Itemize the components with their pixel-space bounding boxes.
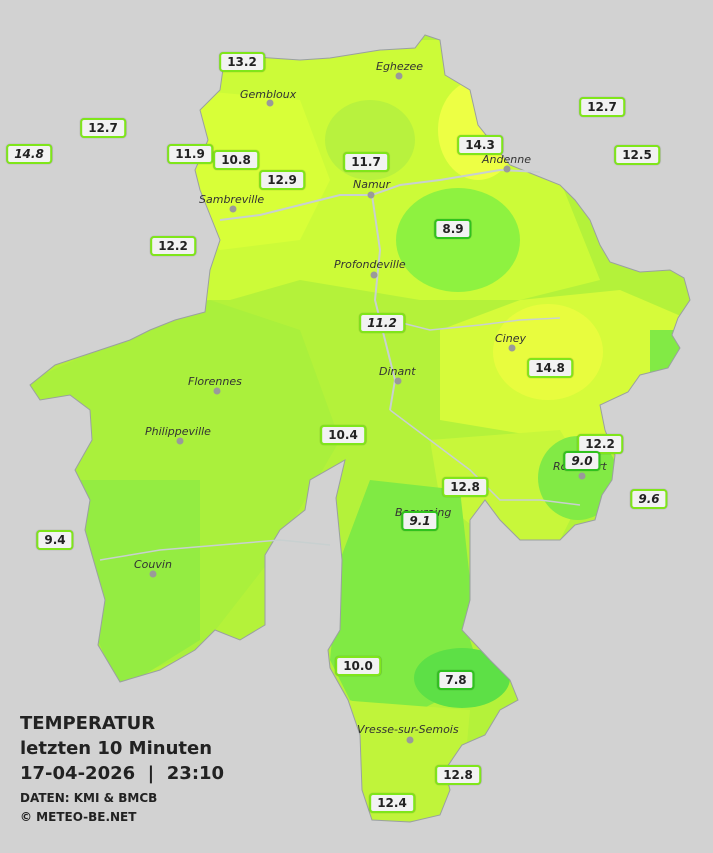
station-label: 10.8 xyxy=(213,150,259,170)
station-label: 14.8 xyxy=(527,358,573,378)
city-dot xyxy=(395,72,403,80)
city-dot xyxy=(578,472,586,480)
river-viroin xyxy=(99,539,331,561)
station-label: 12.8 xyxy=(442,477,488,497)
caption-copyright: © METEO-BE.NET xyxy=(20,810,137,824)
city-dot xyxy=(229,205,237,213)
city-dot xyxy=(503,165,511,173)
station-label: 14.8 xyxy=(6,144,52,164)
city-sambreville: Sambreville xyxy=(199,193,265,206)
station-label: 10.0 xyxy=(335,656,381,676)
city-profondeville: Profondeville xyxy=(334,258,406,271)
city-dot xyxy=(508,344,516,352)
city-dot xyxy=(213,387,221,395)
station-label: 8.9 xyxy=(434,219,472,239)
city-eghezee: Eghezee xyxy=(376,60,423,73)
station-label: 12.2 xyxy=(150,236,196,256)
station-label: 12.5 xyxy=(614,145,660,165)
station-label: 7.8 xyxy=(437,670,475,690)
station-label: 11.2 xyxy=(359,313,405,333)
city-dot xyxy=(176,437,184,445)
station-label: 14.3 xyxy=(457,135,503,155)
city-dot xyxy=(149,570,157,578)
city-andenne: Andenne xyxy=(482,153,531,166)
caption-source: DATEN: KMI & BMCB xyxy=(20,791,158,805)
city-dinant: Dinant xyxy=(379,365,416,378)
station-label: 9.0 xyxy=(563,451,601,471)
city-gembloux: Gembloux xyxy=(240,88,297,101)
city-florennes: Florennes xyxy=(188,375,242,388)
caption-subtitle: letzten 10 Minuten xyxy=(20,738,213,759)
river-bocq xyxy=(389,317,561,331)
station-label: 9.1 xyxy=(401,511,439,531)
caption-title: TEMPERATUR xyxy=(20,713,156,734)
river-meuse-north xyxy=(219,168,541,221)
station-label: 9.4 xyxy=(36,530,74,550)
city-dot xyxy=(394,377,402,385)
city-dot xyxy=(370,271,378,279)
city-dot xyxy=(406,736,414,744)
city-philippeville: Philippeville xyxy=(145,425,211,438)
city-dot xyxy=(367,191,375,199)
station-label: 9.6 xyxy=(630,489,668,509)
station-label: 12.8 xyxy=(435,765,481,785)
station-label: 12.7 xyxy=(579,97,625,117)
city-couvin: Couvin xyxy=(134,558,172,571)
caption-datetime: 17-04-2026 | 23:10 xyxy=(20,763,225,784)
city-namur: Namur xyxy=(353,178,391,191)
city-dot xyxy=(266,99,274,107)
station-label: 11.9 xyxy=(167,144,213,164)
station-label: 13.2 xyxy=(219,52,265,72)
station-label: 11.7 xyxy=(343,152,389,172)
station-label: 12.7 xyxy=(80,118,126,138)
city-ciney: Ciney xyxy=(495,332,526,345)
station-label: 12.9 xyxy=(259,170,305,190)
station-label: 10.4 xyxy=(320,425,366,445)
city-vresse-sur-semois: Vresse-sur-Semois xyxy=(357,723,459,736)
station-label: 12.4 xyxy=(369,793,415,813)
